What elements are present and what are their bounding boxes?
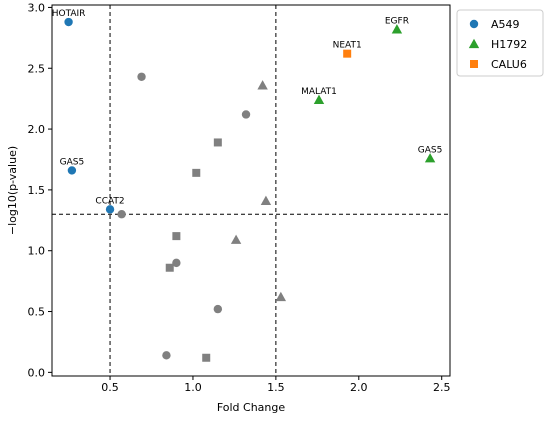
point-label: CCAT2 [95, 196, 124, 206]
x-tick-label: 1.0 [184, 381, 202, 394]
legend-box [456, 9, 544, 77]
legend-label: H1792 [491, 38, 527, 51]
y-tick-label: 3.0 [28, 1, 46, 14]
point-label: GAS5 [60, 157, 85, 167]
significant-point-calu6 [343, 49, 352, 58]
nonsignificant-point [165, 263, 174, 272]
significant-point-a549 [64, 17, 73, 27]
x-tick-label: 1.5 [267, 381, 285, 394]
threshold-lines [52, 5, 450, 376]
point-label: GAS5 [418, 145, 443, 155]
point-label: NEAT1 [333, 41, 362, 51]
x-tick-label: 2.5 [433, 381, 451, 394]
legend-marker-a549 [469, 19, 479, 29]
nonsignificant-point [172, 258, 181, 268]
point-label: MALAT1 [301, 87, 337, 97]
significant-point-a549 [67, 166, 77, 175]
legend: A549 H1792 CALU6 [456, 9, 544, 77]
significant-point-h1792 [424, 153, 436, 163]
x-axis: 0.5 1.0 1.5 2.0 2.5 [101, 376, 450, 394]
y-axis: 0.0 0.5 1.0 1.5 2.0 2.5 3.0 [28, 1, 52, 379]
nonsignificant-point [213, 138, 222, 147]
x-tick-label: 0.5 [101, 381, 119, 394]
nonsignificant-point [137, 72, 146, 81]
x-tick-label: 2.0 [350, 381, 368, 394]
y-tick-label: 1.0 [28, 245, 46, 258]
plot-frame [51, 4, 451, 377]
legend-marker-calu6 [470, 60, 478, 68]
nonsignificant-point [117, 210, 126, 219]
nonsignificant-point [241, 110, 251, 119]
nonsignificant-point [202, 353, 211, 362]
point-label: EGFR [385, 16, 409, 26]
nonsignificant-point [213, 304, 223, 314]
nonsignificant-point [257, 80, 268, 90]
legend-label: CALU6 [491, 58, 527, 71]
legend-label: A549 [491, 18, 520, 31]
nonsignificant-point [230, 234, 242, 244]
point-labels: HOTAIR GAS5 CCAT2 EGFR MALAT1 GAS5 NEAT1 [52, 9, 443, 206]
y-axis-label: −log10(p-value) [6, 146, 19, 235]
nonsignificant-point [275, 291, 287, 302]
y-tick-label: 2.5 [28, 62, 46, 75]
x-axis-label: Fold Change [217, 401, 286, 414]
y-tick-label: 1.5 [28, 184, 46, 197]
significant-point-a549 [105, 205, 115, 214]
legend-marker-h1792 [468, 38, 480, 49]
y-tick-label: 0.5 [28, 306, 46, 319]
significant-point-h1792 [391, 24, 403, 34]
significant-point-h1792 [313, 94, 325, 105]
nonsignificant-point [172, 232, 181, 241]
y-tick-label: 2.0 [28, 123, 46, 136]
nonsignificant-point [260, 195, 272, 205]
nonsignificant-point [192, 168, 201, 177]
y-tick-label: 0.0 [28, 366, 46, 379]
point-label: HOTAIR [52, 9, 86, 19]
data-points [64, 17, 436, 362]
nonsignificant-point [162, 351, 171, 360]
